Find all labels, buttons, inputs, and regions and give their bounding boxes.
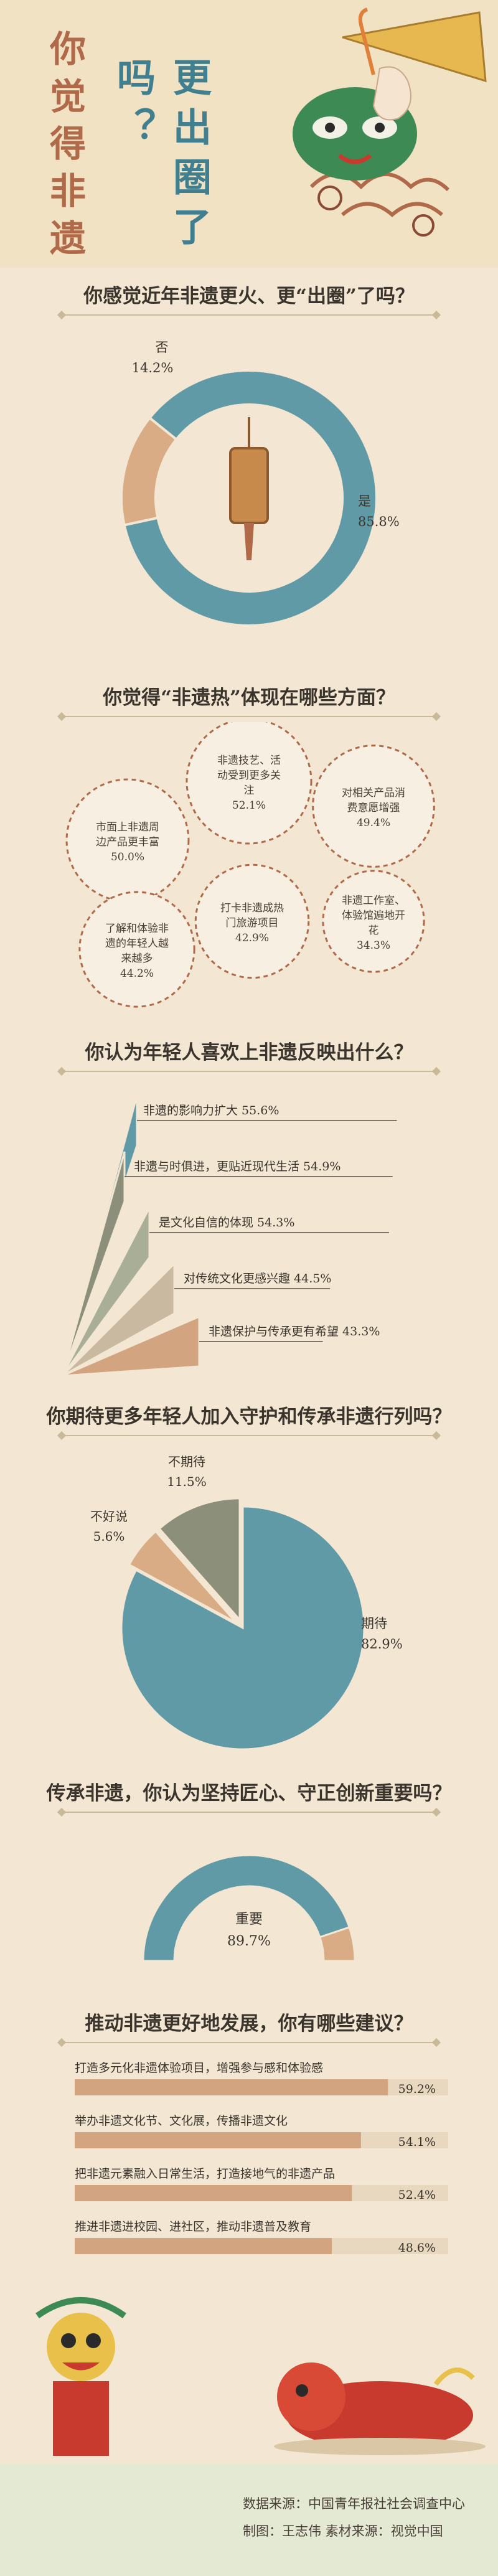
bubble-label: 来越多	[121, 952, 153, 965]
bubble-label: 遗的年轻人越	[105, 938, 169, 950]
halfdonut-slice	[318, 1926, 356, 1962]
footer: 数据来源：中国青年报社社会调查中心 制图：王志伟 素材来源：视觉中国	[0, 2464, 498, 2576]
bubble-label: 动受到更多关	[217, 769, 281, 782]
bubble	[186, 722, 312, 845]
hand-icon	[358, 7, 411, 121]
section-title-q4: 你期待更多年轻人加入守护和传承非遗行列吗？	[46, 1406, 452, 1428]
chart-q5-halfdonut: 重要 89.7%	[142, 1854, 356, 1962]
bubble-label: 了解和体验非	[105, 923, 169, 935]
lion-head-icon	[35, 2297, 126, 2456]
bar-label: 打造多元化非遗体验项目，增强参与感和体验感	[75, 2061, 323, 2075]
page-title-part2: 更出圈了吗？	[110, 57, 212, 256]
bar-label: 非遗的影响力扩大 55.6%	[143, 1104, 279, 1117]
divider	[62, 314, 436, 316]
bubble-label: 花	[369, 924, 379, 937]
divider	[62, 1071, 436, 1072]
footer-source: 数据来源：中国青年报社社会调查中心	[243, 2496, 465, 2511]
slice-label: 不期待	[168, 1454, 205, 1469]
slice-value: 14.2%	[132, 360, 174, 375]
bar-label: 推进非遗进校园、进社区，推动非遗普及教育	[75, 2220, 311, 2234]
halfdonut-slice	[142, 1854, 351, 1962]
bubble-label: 体验馆遍地开	[342, 910, 405, 922]
bar	[75, 2185, 352, 2201]
bar-label: 是文化自信的体现 54.3%	[159, 1216, 294, 1229]
cloud-pattern-icon	[309, 172, 450, 237]
bubble-label: 边产品更丰富	[96, 836, 159, 848]
section-title-q6: 推动非遗更好地发展，你有哪些建议？	[85, 2013, 413, 2035]
bubble-label: 注	[244, 784, 255, 797]
slice-label: 否	[156, 340, 169, 355]
bubble-label: 费意愿增强	[347, 802, 400, 814]
divider	[62, 1435, 436, 1436]
bubble-label: 市面上非遗周	[96, 821, 159, 834]
divider	[62, 2042, 436, 2043]
lantern-tassel-icon	[244, 523, 254, 560]
slice-label: 不好说	[90, 1509, 128, 1524]
bubble-label: 非遗工作室、	[342, 895, 405, 907]
bubble-label: 对相关产品消	[342, 787, 405, 799]
slice-value: 11.5%	[167, 1474, 207, 1489]
bubble-value: 44.2%	[120, 967, 154, 980]
bubble-value: 52.1%	[232, 799, 266, 812]
bar-value: 52.4%	[398, 2188, 436, 2202]
lion-dancer-icon	[274, 2362, 486, 2455]
bubble	[194, 863, 310, 979]
divider	[62, 1812, 436, 1813]
pie-slice	[120, 1505, 365, 1751]
bar-value: 54.1%	[398, 2135, 436, 2149]
pie-slice	[157, 1497, 241, 1622]
lantern-icon	[229, 447, 269, 524]
bubble-value: 34.3%	[357, 939, 390, 952]
section-title-q5: 传承非遗，你认为坚持匠心、守正创新重要吗？	[46, 1782, 452, 1805]
bar-value: 59.2%	[398, 2082, 436, 2096]
slice-value: 85.8%	[358, 514, 400, 529]
slice-label: 是	[358, 494, 371, 509]
donut-slice	[123, 369, 378, 627]
pie-slice	[128, 1530, 237, 1624]
chart-q3-fan: 非遗的影响力扩大 55.6% 非遗与时俱进，更贴近现代生活 54.9% 是文化自信的…	[61, 1095, 397, 1377]
bubble	[65, 778, 190, 903]
bar-value: 48.6%	[398, 2241, 436, 2255]
bar	[75, 2079, 388, 2095]
fan-icon	[342, 11, 487, 83]
page-title-part1: 你觉得非遗	[44, 30, 86, 266]
bubble-value: 50.0%	[111, 851, 144, 863]
opera-mask-illustration	[293, 7, 487, 237]
bubble	[322, 870, 425, 973]
bubble-label: 门旅游项目	[226, 917, 279, 929]
bar-label: 非遗保护与传承更有希望 43.3%	[209, 1325, 380, 1338]
bubble-label: 打卡非遗成热	[220, 902, 284, 914]
slice-value: 82.9%	[361, 1637, 403, 1652]
slice-value: 5.6%	[93, 1529, 125, 1544]
bar	[75, 2132, 361, 2148]
bar	[75, 2238, 332, 2254]
lion-dance-illustration	[35, 2297, 486, 2456]
bar-label: 把非遗元素融入日常生活，打造接地气的非遗产品	[75, 2167, 335, 2181]
footer-credits: 制图：王志伟 素材来源：视觉中国	[243, 2524, 443, 2539]
bar-label: 举办非遗文化节、文化展，传播非遗文化	[75, 2114, 288, 2128]
bar-label: 非遗与时俱进，更贴近现代生活 54.9%	[134, 1160, 341, 1173]
bubble-label: 非遗技艺、活	[217, 754, 281, 767]
header-banner: 你觉得非遗 更出圈了吗？	[0, 0, 498, 268]
slice-label: 期待	[361, 1616, 387, 1631]
section-title-q1: 你感觉近年非遗更火、更“出圈”了吗？	[83, 285, 415, 308]
chart-q4-pie: 期待 82.9% 不好说 5.6% 不期待 11.5%	[90, 1454, 403, 1751]
donut-slice	[120, 416, 179, 527]
bar-label: 对传统文化更感兴趣 44.5%	[184, 1272, 331, 1286]
bubble	[312, 745, 435, 868]
section-title-q2: 你觉得“非遗热”体现在哪些方面？	[103, 687, 395, 709]
chart-q6-bars: 打造多元化非遗体验项目，增强参与感和体验感 59.2% 举办非遗文化节、文化展，传播…	[75, 2061, 448, 2255]
chart-q1-pie: 是 85.8% 否 14.2%	[120, 340, 400, 627]
slice-label: 重要	[235, 1912, 263, 1927]
section-title-q3: 你认为年轻人喜欢上非遗反映出什么？	[85, 1041, 413, 1064]
bubble-value: 49.4%	[357, 817, 390, 829]
bubble	[78, 891, 195, 1008]
bubble-value: 42.9%	[235, 932, 269, 944]
divider	[62, 716, 436, 717]
slice-value: 89.7%	[227, 1934, 271, 1949]
